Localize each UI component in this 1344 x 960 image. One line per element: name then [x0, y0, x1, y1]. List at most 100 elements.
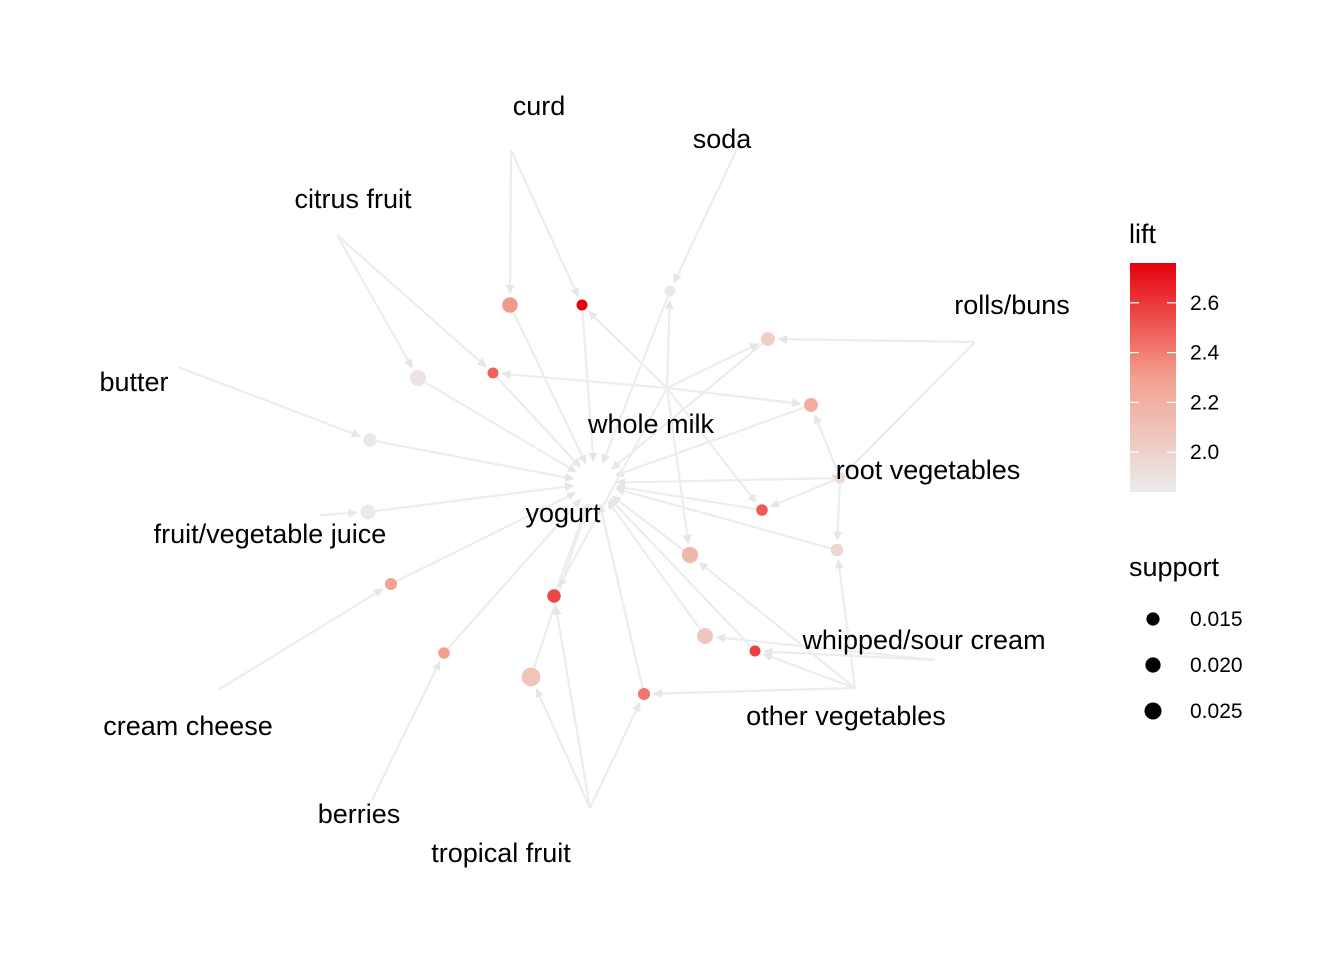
item-label-cream-cheese: cream cheese — [103, 711, 273, 741]
edge-rule-18-to-yogurt — [611, 495, 685, 551]
item-label-fruit-vegetable-juice: fruit/vegetable juice — [154, 519, 387, 549]
edge-cream-cheese-to-rule-11 — [217, 588, 384, 691]
item-label-whole-milk: whole milk — [587, 409, 715, 439]
edge-rule-15-to-yogurt — [597, 503, 644, 689]
edge-tropical-fruit-to-rule-15 — [589, 702, 641, 809]
edge-root-vegetables-to-rule-19 — [833, 477, 843, 541]
edge-berries-to-rule-12 — [371, 660, 441, 801]
support-key-label: 0.020 — [1190, 654, 1243, 677]
edge-other-vegetables-to-rule-18 — [698, 561, 856, 689]
edge-rule-9-to-yogurt — [376, 440, 575, 482]
edge-fruit-vegetable-juice-to-rule-10 — [319, 508, 358, 518]
edge-other-vegetables-to-rule-15 — [653, 686, 856, 698]
edge-tropical-fruit-to-rule-13 — [535, 688, 592, 809]
edge-whipped-sour-cream-to-rule-16 — [716, 633, 936, 662]
edge-rule-20-to-yogurt — [615, 483, 757, 511]
item-label-citrus-fruit: citrus fruit — [294, 184, 412, 214]
item-label-whipped-sour-cream: whipped/sour cream — [801, 625, 1045, 655]
rule-node-12 — [438, 647, 450, 659]
edge-rule-10-to-yogurt — [375, 482, 575, 513]
item-label-root-vegetables: root vegetables — [836, 455, 1021, 485]
edge-rule-19-to-yogurt — [615, 486, 832, 550]
edge-butter-to-rule-9 — [177, 365, 361, 438]
rule-node-3 — [664, 285, 676, 297]
rule-node-8 — [834, 472, 846, 484]
edge-curd-to-rule-2 — [509, 149, 580, 298]
rule-node-5 — [487, 367, 499, 379]
rule-node-18 — [681, 546, 699, 564]
edge-rule-7-to-yogurt — [614, 406, 805, 478]
item-label-berries: berries — [318, 799, 401, 829]
edge-rule-11-to-yogurt — [395, 491, 577, 583]
rule-node-19 — [830, 543, 844, 557]
edge-rule-2-to-yogurt — [581, 310, 598, 462]
rule-node-14 — [547, 589, 561, 603]
rule-node-15 — [637, 687, 651, 701]
support-legend: support 0.015 0.020 0.025 — [1129, 552, 1243, 723]
support-key-label: 0.025 — [1190, 700, 1243, 723]
rule-node-16 — [697, 628, 713, 644]
support-legend-title: support — [1129, 552, 1220, 582]
rule-nodes — [360, 285, 846, 701]
rule-node-6 — [761, 332, 775, 346]
edge-rule-6-to-yogurt — [611, 342, 764, 470]
edge-citrus-fruit-to-rule-4 — [336, 234, 413, 369]
lift-legend-title: lift — [1129, 219, 1156, 249]
edge-rule-1-to-yogurt — [512, 311, 587, 464]
edge-whole-milk-to-rule-2 — [588, 310, 668, 389]
edge-rule-12-to-yogurt — [447, 498, 582, 650]
lift-tick-label: 2.6 — [1190, 292, 1219, 315]
edge-root-vegetables-to-rule-20 — [770, 476, 841, 508]
edge-rule-16-to-yogurt — [606, 500, 702, 631]
edges — [177, 148, 976, 809]
edge-whole-milk-to-rule-5 — [501, 370, 668, 390]
rule-node-4 — [409, 369, 427, 387]
edge-other-vegetables-to-rule-19 — [834, 559, 857, 689]
rule-node-9 — [363, 433, 377, 447]
edge-rule-14-to-yogurt — [555, 502, 589, 591]
item-label-tropical-fruit: tropical fruit — [431, 838, 571, 868]
edge-whole-milk-to-rule-14 — [558, 387, 668, 588]
item-label-soda: soda — [693, 124, 753, 154]
support-key-label: 0.015 — [1190, 608, 1243, 631]
edge-rule-4-to-yogurt — [424, 381, 577, 473]
edge-whole-milk-to-rule-6 — [666, 342, 759, 389]
edge-rule-5-to-yogurt — [495, 376, 581, 468]
rule-node-10 — [360, 504, 376, 520]
lift-tick-label: 2.0 — [1190, 441, 1219, 464]
edge-rule-17-to-yogurt — [609, 498, 753, 648]
rule-node-1 — [502, 297, 518, 313]
item-label-curd: curd — [513, 91, 566, 121]
lift-legend: lift 2.6 2.4 2.2 2.0 — [1129, 219, 1220, 492]
rule-node-7 — [804, 398, 818, 412]
lift-tick-label: 2.2 — [1190, 391, 1219, 414]
item-label-yogurt: yogurt — [525, 498, 601, 528]
edge-rolls-buns-to-rule-6 — [778, 334, 976, 344]
edge-other-vegetables-to-rule-17 — [763, 652, 856, 690]
edge-whole-milk-to-rule-20 — [666, 387, 757, 504]
item-label-other-vegetables: other vegetables — [746, 701, 946, 731]
edge-whole-milk-to-rule-3 — [664, 299, 674, 389]
support-key-dot — [1144, 702, 1162, 720]
edge-whole-milk-to-rule-18 — [665, 387, 692, 544]
edge-tropical-fruit-to-rule-14 — [552, 605, 592, 809]
edge-rule-8-to-yogurt — [616, 477, 835, 487]
rule-node-17 — [749, 645, 761, 657]
edge-whole-milk-to-rule-7 — [666, 386, 802, 408]
edge-curd-to-rule-1 — [505, 149, 515, 295]
lift-colorbar — [1130, 263, 1176, 492]
item-labels: curd soda citrus fruit rolls/buns butter whol… — [99, 91, 1069, 868]
edge-citrus-fruit-to-rule-5 — [336, 234, 487, 368]
edge-root-vegetables-to-rule-7 — [813, 414, 842, 479]
rule-node-13 — [521, 667, 541, 687]
edge-rolls-buns-to-rule-8 — [845, 341, 976, 473]
rule-node-2 — [576, 299, 588, 311]
item-label-rolls-buns: rolls/buns — [954, 290, 1070, 320]
edge-soda-to-rule-3 — [673, 148, 738, 284]
lift-tick-label: 2.4 — [1190, 342, 1220, 365]
rule-node-11 — [384, 577, 398, 591]
support-key-dot — [1145, 657, 1161, 673]
rule-node-20 — [756, 504, 768, 516]
item-label-butter: butter — [99, 367, 168, 397]
